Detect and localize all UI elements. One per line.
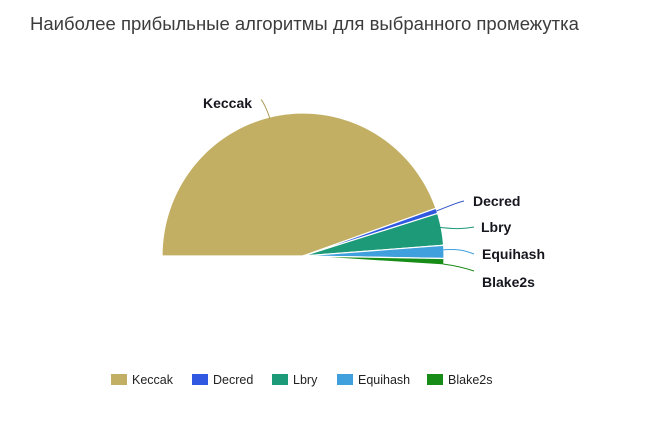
svg-text:Equihash: Equihash [482,246,545,262]
svg-text:Keccak: Keccak [203,95,252,111]
svg-text:Blake2s: Blake2s [482,274,535,290]
svg-text:Lbry: Lbry [481,219,512,235]
svg-text:Decred: Decred [473,193,520,209]
